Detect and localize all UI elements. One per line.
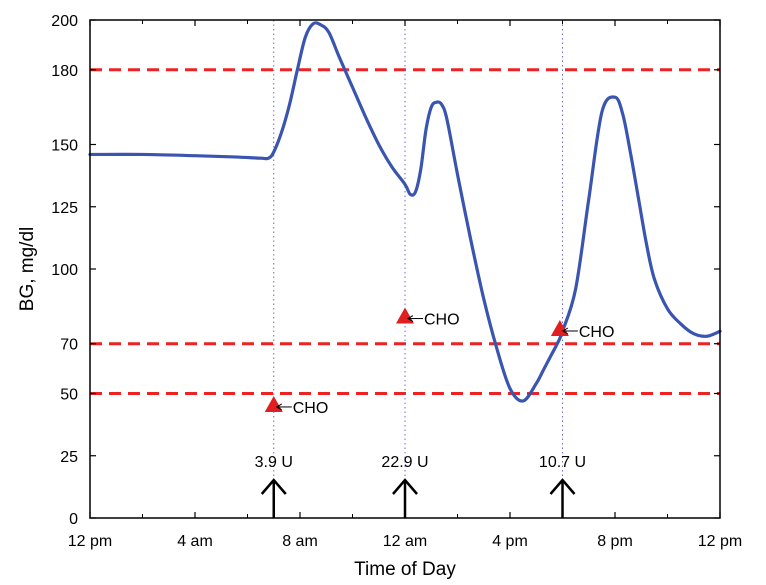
dose-arrow-head bbox=[260, 478, 287, 495]
dose-arrow-head bbox=[549, 478, 576, 495]
y-axis-ticks: 0 25 50 70 100 125 150 180 200 bbox=[51, 13, 720, 528]
y-tick-label: 0 bbox=[69, 511, 78, 528]
insulin-dose: 22.9 U bbox=[381, 454, 429, 518]
x-tick-label: 8 pm bbox=[597, 533, 633, 550]
x-tick-label: 8 am bbox=[282, 533, 318, 550]
meal-marker: CHO bbox=[396, 307, 460, 329]
meal-pointer-head bbox=[407, 315, 414, 322]
y-tick-label: 25 bbox=[60, 449, 78, 466]
dose-label: 3.9 U bbox=[255, 454, 293, 471]
y-tick-label: 125 bbox=[51, 200, 78, 217]
meal-pointer-head bbox=[561, 327, 569, 335]
y-tick-label: 70 bbox=[60, 337, 78, 354]
x-axis-title: Time of Day bbox=[354, 559, 456, 580]
meal-label: CHO bbox=[293, 400, 329, 417]
dose-arrow-head bbox=[392, 478, 418, 495]
x-tick-label: 12 pm bbox=[698, 533, 742, 550]
y-tick-label: 180 bbox=[51, 63, 78, 80]
insulin-dose: 3.9 U bbox=[255, 454, 293, 518]
x-axis-ticks: 12 pm 4 am 8 am 12 am 4 pm 8 pm 12 pm bbox=[68, 20, 742, 550]
y-tick-label: 100 bbox=[51, 262, 78, 279]
y-tick-label: 150 bbox=[51, 138, 78, 155]
dose-label: 22.9 U bbox=[381, 454, 428, 471]
meal-triangle bbox=[396, 307, 414, 324]
y-axis-title: BG, mg/dl bbox=[17, 227, 38, 311]
dose-guide-lines bbox=[273, 20, 563, 518]
meal-pointer-head bbox=[275, 403, 283, 411]
dose-label: 10.7 U bbox=[539, 454, 586, 471]
y-tick-label: 50 bbox=[60, 387, 78, 404]
bg-series bbox=[88, 21, 722, 403]
meal-markers: CHO CHO CHO bbox=[264, 307, 615, 417]
meal-label: CHO bbox=[424, 312, 460, 329]
meal-marker: CHO bbox=[264, 395, 329, 417]
insulin-dose: 10.7 U bbox=[539, 454, 586, 518]
meal-marker: CHO bbox=[550, 320, 615, 341]
insulin-doses: 3.9 U 22.9 U 10.7 U bbox=[255, 454, 586, 518]
x-tick-label: 12 am bbox=[383, 533, 427, 550]
y-tick-label: 200 bbox=[51, 13, 78, 30]
bg-line bbox=[88, 21, 722, 403]
x-tick-label: 4 pm bbox=[492, 533, 528, 550]
x-tick-label: 4 am bbox=[177, 533, 213, 550]
x-tick-label: 12 pm bbox=[68, 533, 112, 550]
meal-label: CHO bbox=[579, 324, 615, 341]
meal-triangle bbox=[264, 395, 283, 412]
